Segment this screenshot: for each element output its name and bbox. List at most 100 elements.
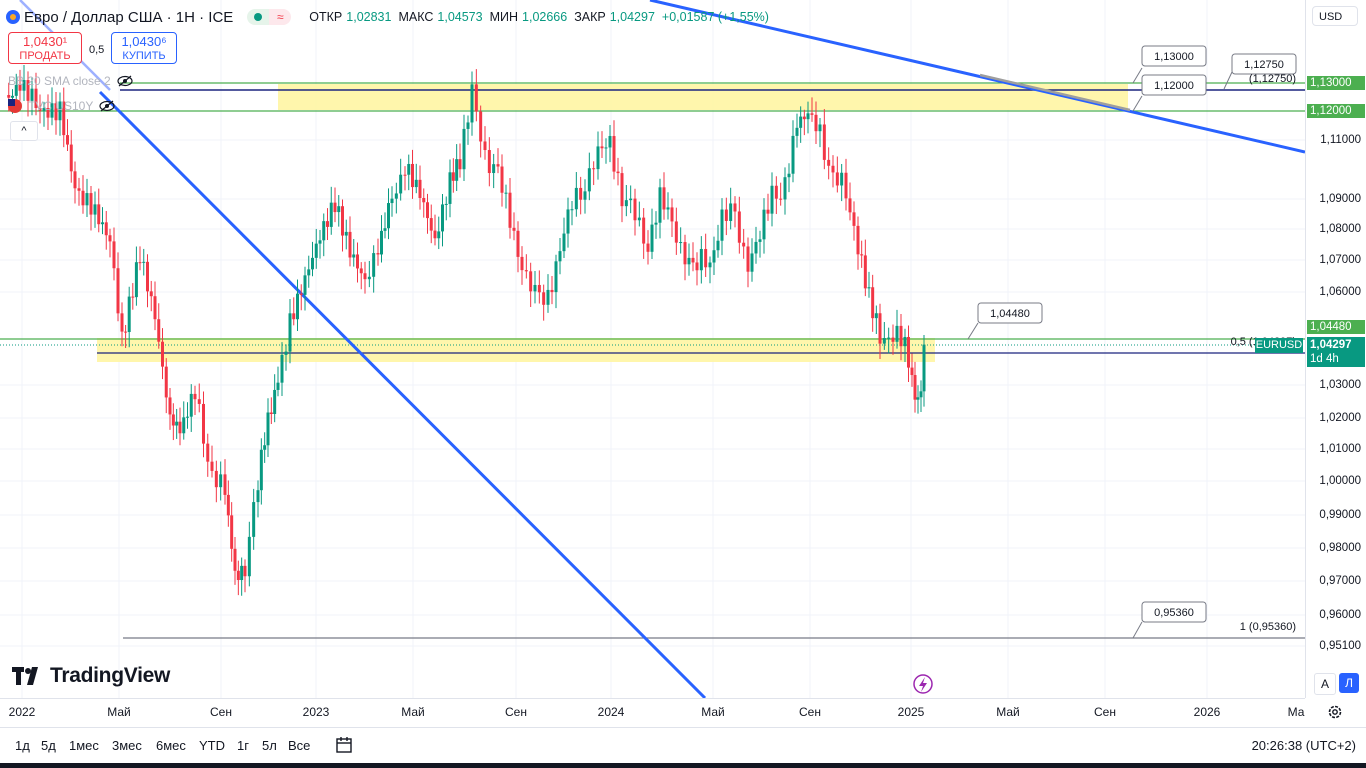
callout-113000[interactable] <box>1141 45 1207 67</box>
time-label: 2023 <box>302 705 330 719</box>
tf-6m[interactable]: 6мес <box>156 738 186 753</box>
callouts[interactable]: 1,13000 1,12000 1,12750 (1,12750) 1,0448… <box>967 45 1297 639</box>
buy-button[interactable]: 1,0430⁶ КУПИТЬ <box>111 32 177 64</box>
trendline-down-long[interactable] <box>649 0 1305 154</box>
candle-body <box>352 254 356 258</box>
brand-name: TradingView <box>50 664 171 687</box>
time-label: Май <box>701 705 725 719</box>
candle-body <box>554 261 558 293</box>
callout-095360[interactable] <box>1141 601 1207 623</box>
candle-body <box>624 200 628 207</box>
trendline-gray[interactable] <box>979 73 1131 112</box>
candle-body <box>629 198 633 201</box>
price-label: 0,98000 <box>1319 542 1361 554</box>
candle-body <box>311 257 314 270</box>
time-label: 2025 <box>897 705 925 719</box>
settings-gear-icon[interactable] <box>1327 704 1343 720</box>
candle-body <box>604 147 608 149</box>
candle-body <box>89 193 93 215</box>
tf-1y[interactable]: 1г <box>237 738 249 753</box>
auto-scale-button[interactable]: A <box>1314 673 1336 695</box>
candle-body <box>579 187 583 200</box>
tf-all[interactable]: Все <box>288 738 311 753</box>
candle-body <box>380 230 383 255</box>
candle-body <box>612 136 616 172</box>
time-label: Сен <box>210 705 232 719</box>
candle-body <box>878 313 882 344</box>
candle-body <box>210 461 214 471</box>
candle-body <box>637 217 641 221</box>
callout-104480[interactable] <box>977 302 1043 324</box>
price-label: 1,06000 <box>1319 286 1361 298</box>
price-scale[interactable]: USD 1,11000 1,09000 1,08000 1,07000 1,06… <box>1305 0 1366 698</box>
indicator-bb[interactable]: BB 20 SMA close 2 <box>8 72 133 90</box>
candle-body <box>766 209 770 214</box>
time-scale[interactable]: 2022 Май Сен 2023 Май Сен 2024 Май Сен 2… <box>0 698 1305 727</box>
candle-body <box>333 202 337 213</box>
candle-body <box>437 231 441 239</box>
tf-1d[interactable]: 1д <box>15 738 30 753</box>
candle-body <box>433 230 437 239</box>
ohlc-low-label: МИН <box>489 10 519 24</box>
candle-body <box>566 209 570 234</box>
market-status-pill[interactable]: ≈ <box>247 9 292 25</box>
candle-body <box>592 168 596 170</box>
price-label: 0,95100 <box>1319 640 1361 652</box>
candle-body <box>662 187 666 210</box>
callout-112000-text: 1,12000 <box>1154 80 1194 92</box>
candle-body <box>650 224 654 252</box>
tf-5d[interactable]: 5д <box>41 738 56 753</box>
candle-body <box>422 197 426 203</box>
indicator-us10y[interactable]: TVC:US10Y <box>8 97 115 115</box>
candle-body <box>399 174 403 194</box>
time-label: Сен <box>799 705 821 719</box>
symbol-title[interactable]: Евро / Доллар США · 1Н · ICE <box>24 8 234 26</box>
candle-body <box>263 445 267 450</box>
candle-body <box>831 165 835 173</box>
candle-body <box>206 443 210 462</box>
candle-body <box>307 269 311 276</box>
callout-112000[interactable] <box>1141 74 1207 96</box>
symbol-header: Евро / Доллар США · 1Н · ICE ≈ ОТКР 1,028… <box>6 6 772 28</box>
tf-ytd[interactable]: YTD <box>199 738 225 753</box>
candle-body <box>69 144 73 172</box>
clock[interactable]: 20:26:38 (UTC+2) <box>1251 738 1356 753</box>
log-scale-button[interactable]: Л <box>1339 673 1359 693</box>
candlestick-chart[interactable]: 1,13000 1,12000 1,12750 (1,12750) 1,0448… <box>0 0 1305 698</box>
hidden-eye-icon-2[interactable] <box>99 100 115 112</box>
candle-body <box>810 113 814 115</box>
chart-area[interactable]: 1,13000 1,12000 1,12750 (1,12750) 1,0448… <box>0 0 1305 698</box>
resistance-zone[interactable] <box>278 84 1128 110</box>
candle-body <box>236 570 240 581</box>
candle-body <box>73 171 77 189</box>
candle-body <box>500 166 504 193</box>
current-price-tag: 1,04297 1d 4h <box>1307 337 1365 367</box>
hidden-eye-icon[interactable] <box>117 75 133 87</box>
collapse-legend-button[interactable]: ^ <box>10 121 38 141</box>
candle-body <box>922 344 926 392</box>
candle-body <box>596 146 600 170</box>
candle-body <box>161 341 164 367</box>
candle-body <box>620 173 624 207</box>
candle-body <box>104 222 108 236</box>
candle-body <box>742 242 746 247</box>
callout-112750[interactable] <box>1231 53 1297 75</box>
date-range-icon[interactable] <box>334 735 354 755</box>
indicator-bb-label: BB 20 SMA close 2 <box>8 74 111 88</box>
sell-button[interactable]: 1,0430¹ ПРОДАТЬ <box>8 32 82 64</box>
candle-body <box>189 393 193 417</box>
candle-body <box>487 150 491 174</box>
candle-body <box>666 207 670 210</box>
tf-5y[interactable]: 5л <box>262 738 277 753</box>
support-zone[interactable] <box>97 338 935 362</box>
tf-1m[interactable]: 1мес <box>69 738 99 753</box>
tf-3m[interactable]: 3мес <box>112 738 142 753</box>
candle-body <box>520 256 524 271</box>
candle-body <box>512 227 516 231</box>
trendline-down-steep[interactable] <box>98 90 707 698</box>
candle-body <box>466 122 470 129</box>
candle-body <box>120 313 124 332</box>
candle-body <box>863 255 867 289</box>
candle-body <box>670 207 674 222</box>
currency-button[interactable]: USD <box>1312 6 1358 26</box>
